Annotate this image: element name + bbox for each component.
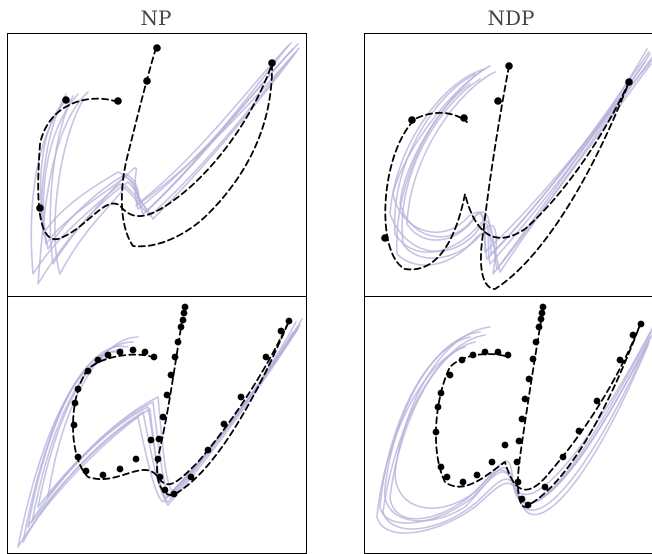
sample-trajectories — [30, 42, 300, 285]
ndp-top-panel — [364, 33, 652, 298]
np-top-plot — [30, 42, 300, 285]
sample-trajectories — [17, 318, 303, 548]
np-top-panel — [7, 33, 307, 298]
ndp-column-title: NDP — [487, 6, 535, 30]
context-points — [432, 303, 645, 509]
np-column-title: NP — [140, 6, 172, 30]
context-points — [36, 44, 276, 212]
np-bottom-panel — [7, 296, 307, 554]
sample-trajectories — [389, 48, 652, 275]
mean-trajectory — [435, 308, 641, 508]
mean-trajectory — [72, 308, 290, 496]
ndp-bottom-panel — [364, 296, 652, 554]
sample-trajectories — [376, 326, 652, 534]
np-bottom-plot — [17, 303, 303, 548]
context-points — [381, 62, 633, 242]
ndp-top-plot — [381, 48, 652, 290]
ndp-bottom-plot — [376, 303, 652, 534]
mean-trajectory — [384, 65, 630, 290]
context-points — [70, 303, 293, 498]
